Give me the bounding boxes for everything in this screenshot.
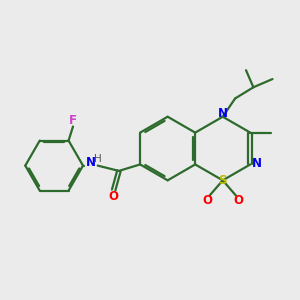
Text: O: O (233, 194, 243, 207)
Text: H: H (94, 154, 102, 164)
Text: O: O (202, 194, 212, 207)
Text: S: S (218, 174, 227, 187)
Text: F: F (69, 114, 77, 127)
Text: N: N (86, 156, 96, 169)
Text: O: O (109, 190, 118, 203)
Text: N: N (252, 157, 262, 170)
Text: N: N (218, 107, 228, 120)
